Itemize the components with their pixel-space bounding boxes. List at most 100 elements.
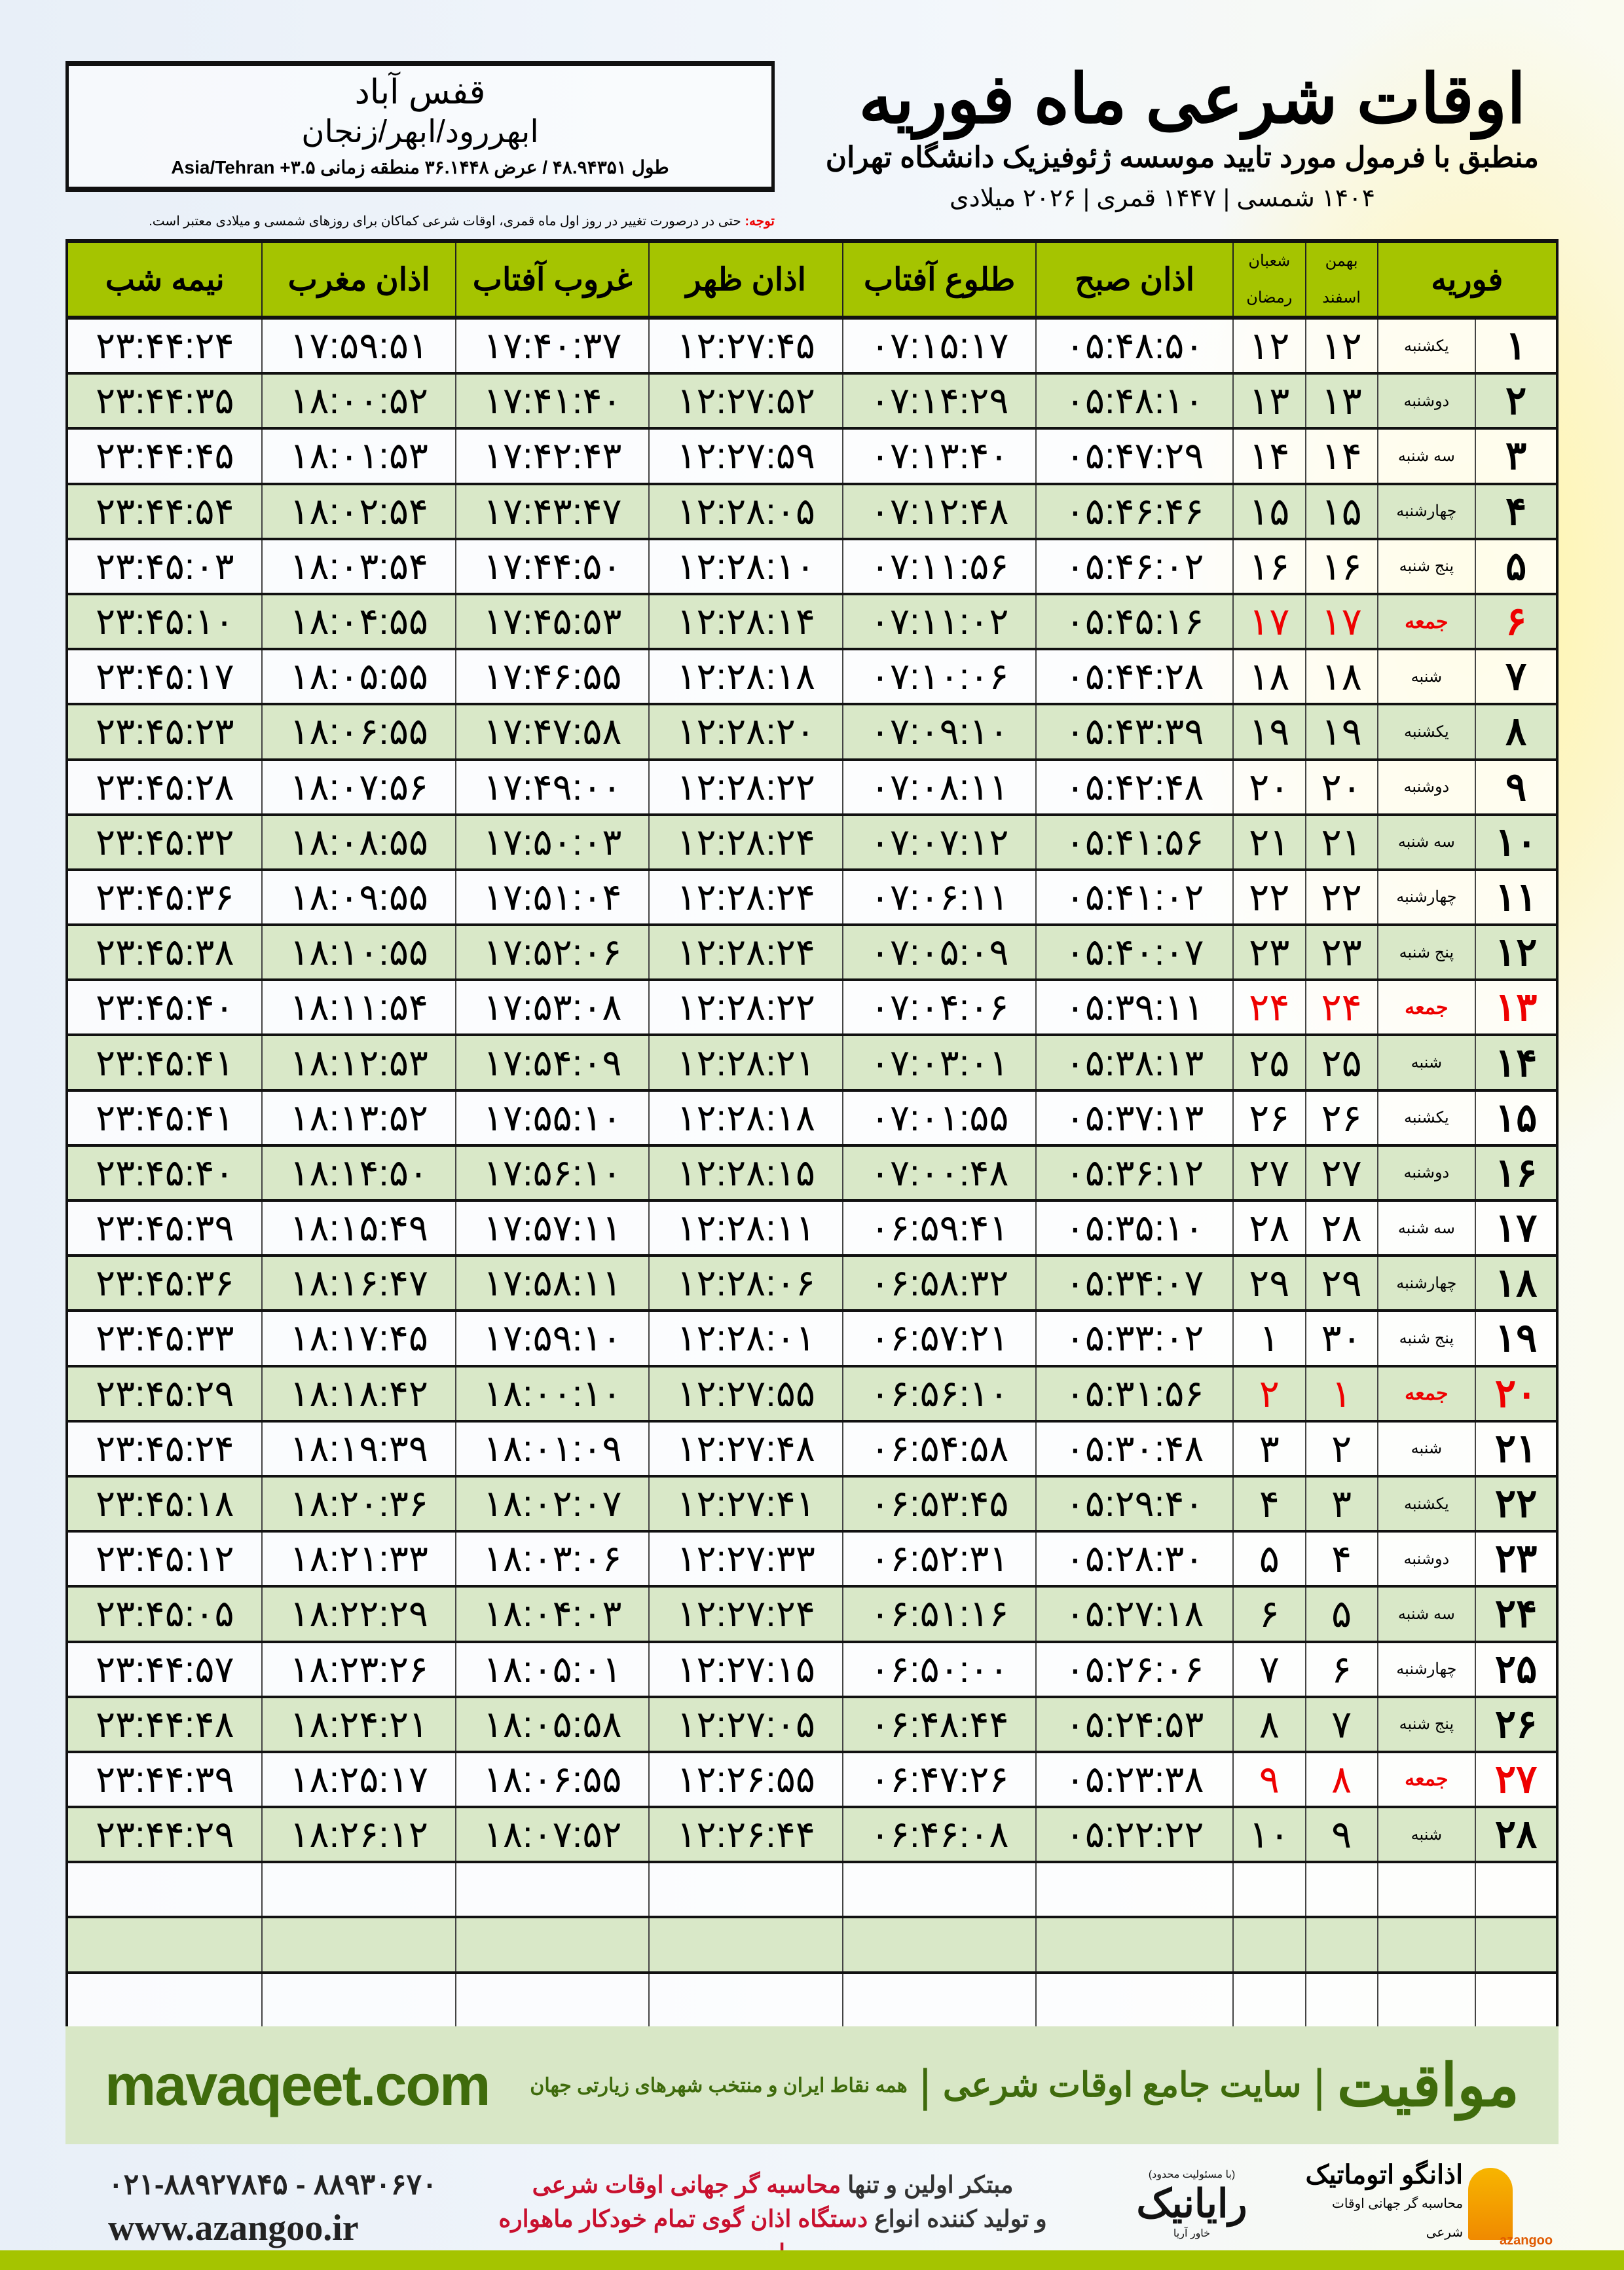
time-cell: ۲۳:۴۵:۳۸ [68,926,263,979]
azangoo-sub: محاسبه گر جهانی اوقات شرعی [1332,2197,1464,2240]
time-cell: ۱۸:۲۶:۱۲ [263,1808,456,1861]
time-cell: ۱۲:۲۸:۱۸ [650,650,843,703]
table-row: ۲۳:۴۵:۳۸ ۱۸:۱۰:۵۵ ۱۷:۵۲:۰۶ ۱۲:۲۸:۲۴ ۰۷:۰۵:۰۹… [68,926,1556,982]
col-shamsi: بهمن اسفند [1306,243,1378,316]
time-cell: ۰۷:۱۴:۲۹ [843,375,1037,428]
hijri-day-cell: ۲۸ [1234,1202,1306,1255]
time-cell: ۲۳:۴۵:۴۰ [68,981,263,1034]
time-cell: ۱۸:۱۴:۵۰ [263,1146,456,1199]
day-number-cell: ۲۳ [1494,1536,1538,1581]
time-cell: ۱۲:۲۸:۱۴ [650,595,843,648]
time-cell [1037,1918,1234,1971]
time-cell [650,1863,843,1916]
hijri-day-cell: ۸ [1234,1698,1306,1751]
weekday-cell: یکشنبه [1378,705,1477,758]
table-row: ۲۳:۴۴:۴۵ ۱۸:۰۱:۵۳ ۱۷:۴۲:۴۳ ۱۲:۲۷:۵۹ ۰۷:۱۳:۴۰… [68,430,1556,485]
table-row: ۲۳:۴۵:۱۲ ۱۸:۲۱:۳۳ ۱۸:۰۳:۰۶ ۱۲:۲۷:۳۳ ۰۶:۵۲:۳۱… [68,1533,1556,1588]
time-cell: ۱۷:۵۴:۰۹ [456,1036,650,1089]
day-number-cell: ۹ [1505,764,1527,809]
hijri-top: شعبان [1248,252,1291,270]
day-number-cell [1476,1974,1556,2026]
time-cell: ۱۸:۰۱:۵۳ [263,430,456,483]
shamsi-day-cell: ۲۸ [1306,1202,1378,1255]
time-cell: ۲۳:۴۵:۱۸ [68,1477,263,1531]
time-cell: ۲۳:۴۵:۲۳ [68,705,263,758]
time-cell: ۰۷:۰۰:۴۸ [843,1146,1037,1199]
time-cell: ۰۵:۳۴:۰۷ [1037,1257,1234,1310]
time-cell: ۰۷:۰۳:۰۱ [843,1036,1037,1089]
time-cell [263,1863,456,1916]
time-cell: ۱۷:۵۵:۱۰ [456,1091,650,1144]
weekday-cell: پنج شنبه [1378,926,1477,979]
time-cell: ۱۲:۲۸:۲۱ [650,1036,843,1089]
time-cell: ۰۵:۲۳:۳۸ [1037,1753,1234,1806]
day-number-cell: ۲۰ [1494,1371,1538,1415]
shamsi-day-cell: ۸ [1306,1753,1378,1806]
mavaqeet-logo: مواقیت [1337,2053,1519,2119]
time-cell: ۲۳:۴۵:۴۱ [68,1091,263,1144]
time-cell [263,1973,456,2026]
weekday-cell: شنبه [1378,1422,1477,1475]
shamsi-day-cell: ۶ [1306,1643,1378,1696]
time-cell: ۱۲:۲۷:۵۵ [650,1367,843,1420]
weekday-cell: جمعه [1378,981,1477,1034]
col-midnight: نیمه شب [68,243,263,316]
time-cell: ۱۸:۲۱:۳۳ [263,1533,456,1586]
shamsi-day-cell: ۱۹ [1306,705,1378,758]
location-box: قفس آباد ابهررود/ابهر/زنجان طول ۴۸.۹۴۳۵۱… [65,61,775,192]
table-row: ۲۳:۴۴:۲۴ ۱۷:۵۹:۵۱ ۱۷:۴۰:۳۷ ۱۲:۲۷:۴۵ ۰۷:۱۵:۱۷… [68,320,1556,375]
hijri-day-cell: ۲۶ [1234,1091,1306,1144]
col-month: فوریه [1431,262,1504,297]
shamsi-day-cell: ۹ [1306,1808,1378,1861]
rayanik-logo: (با مسئولیت محدود) رایانیک خاور آریا [1113,2168,1270,2240]
time-cell: ۰۷:۰۱:۵۵ [843,1091,1037,1144]
time-cell: ۱۸:۰۸:۵۵ [263,815,456,868]
shamsi-day-cell: ۲۲ [1306,870,1378,924]
mavaqeet-url[interactable]: mavaqeet.com [105,2053,490,2117]
hijri-day-cell: ۱۵ [1234,485,1306,538]
time-cell: ۰۶:۵۱:۱۶ [843,1588,1037,1641]
time-cell: ۱۷:۴۲:۴۳ [456,430,650,483]
time-cell [68,1863,263,1916]
table-row: ۲۳:۴۵:۲۴ ۱۸:۱۹:۳۹ ۱۸:۰۱:۰۹ ۱۲:۲۷:۴۸ ۰۶:۵۴:۵۸… [68,1422,1556,1478]
time-cell: ۱۷:۴۰:۳۷ [456,320,650,373]
table-body: ۲۳:۴۴:۲۴ ۱۷:۵۹:۵۱ ۱۷:۴۰:۳۷ ۱۲:۲۷:۴۵ ۰۷:۱۵:۱۷… [68,320,1556,2029]
azangoo-logo: اذانگو اتوماتیک محاسبه گر جهانی اوقات شرع… [1297,2161,1553,2248]
time-cell [68,1918,263,1971]
time-cell [843,1973,1037,2026]
col-dhuhr: اذان ظهر [650,243,843,316]
time-cell: ۱۸:۱۰:۵۵ [263,926,456,979]
time-cell: ۱۲:۲۶:۵۵ [650,1753,843,1806]
table-row: ۲۳:۴۵:۴۱ ۱۸:۱۲:۵۳ ۱۷:۵۴:۰۹ ۱۲:۲۸:۲۱ ۰۷:۰۳:۰۱… [68,1036,1556,1092]
time-cell: ۱۸:۰۳:۰۶ [456,1533,650,1586]
time-cell: ۲۳:۴۴:۴۸ [68,1698,263,1751]
time-cell: ۱۲:۲۷:۴۱ [650,1477,843,1531]
time-cell: ۱۲:۲۸:۱۱ [650,1202,843,1255]
shamsi-day-cell: ۲۴ [1306,981,1378,1034]
time-cell: ۲۳:۴۴:۲۴ [68,320,263,373]
mavaqeet-brand: مواقیت | سایت جامع اوقات شرعی | همه نقاط… [530,2051,1519,2120]
table-row: ۲۳:۴۴:۳۹ ۱۸:۲۵:۱۷ ۱۸:۰۶:۵۵ ۱۲:۲۶:۵۵ ۰۶:۴۷:۲۶… [68,1753,1556,1809]
shamsi-day-cell [1306,1918,1378,1971]
time-cell: ۱۷:۵۷:۱۱ [456,1202,650,1255]
time-cell: ۰۷:۰۴:۰۶ [843,981,1037,1034]
time-cell [1037,1863,1234,1916]
time-cell: ۱۸:۰۵:۵۸ [456,1698,650,1751]
hijri-day-cell: ۲۵ [1234,1036,1306,1089]
hijri-day-cell: ۱۶ [1234,540,1306,593]
region-name: ابهررود/ابهر/زنجان [301,115,539,149]
azangoo-url[interactable]: www.azangoo.ir [108,2208,359,2248]
time-cell: ۰۵:۴۰:۰۷ [1037,926,1234,979]
day-number-cell: ۲۸ [1494,1812,1538,1857]
col-hijri: شعبان رمضان [1234,243,1306,316]
table-row: ۲۳:۴۵:۳۲ ۱۸:۰۸:۵۵ ۱۷:۵۰:۰۳ ۱۲:۲۸:۲۴ ۰۷:۰۷:۱۲… [68,815,1556,871]
time-cell: ۲۳:۴۴:۳۹ [68,1753,263,1806]
time-cell: ۰۶:۴۸:۴۴ [843,1698,1037,1751]
time-cell: ۰۵:۲۶:۰۶ [1037,1643,1234,1696]
weekday-cell: جمعه [1378,595,1477,648]
hijri-day-cell: ۲۳ [1234,926,1306,979]
time-cell: ۰۷:۱۰:۰۶ [843,650,1037,703]
azangoo-name: اذانگو اتوماتیک [1305,2161,1464,2189]
shamsi-day-cell: ۱۶ [1306,540,1378,593]
note-text: حتی در درصورت تغییر در روز اول ماه قمری،… [149,214,745,229]
